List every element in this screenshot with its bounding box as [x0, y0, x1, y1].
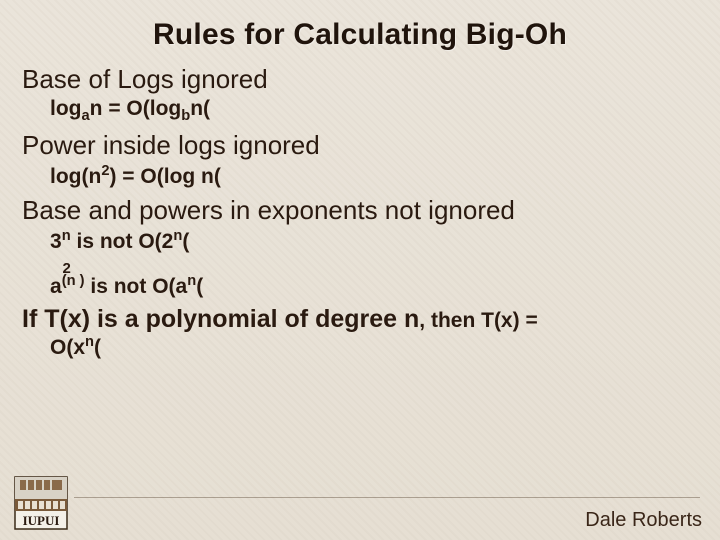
superscript-n: n	[85, 334, 94, 350]
text: (	[182, 230, 189, 253]
rule-heading-1: Base of Logs ignored	[22, 64, 698, 95]
text-tail: , then T(x) =	[419, 309, 537, 332]
rule-heading-3: Base and powers in exponents not ignored	[22, 195, 698, 226]
logo-text: IUPUI	[23, 513, 60, 528]
text: ) = O(log n(	[109, 165, 220, 188]
text: If T(x) is a polynomial of degree n	[22, 305, 419, 333]
text: O(x	[50, 336, 85, 359]
text: n = O(log	[90, 97, 182, 120]
rule-heading-2: Power inside logs ignored	[22, 130, 698, 161]
subscript-a: a	[82, 108, 90, 124]
rule-sub-3b: a(n ) is not O(an(	[50, 273, 698, 299]
rule-heading-4: If T(x) is a polynomial of degree n, the…	[22, 305, 698, 334]
text: is not O(a	[85, 275, 188, 298]
text: (	[196, 275, 203, 298]
footer-author: Dale Roberts	[585, 509, 702, 532]
iupui-logo: IUPUI	[14, 476, 68, 530]
rule-sub-4: O(xn(	[50, 334, 698, 360]
subscript-b: b	[181, 108, 190, 124]
rule-sub-2: log(n2) = O(log n(	[50, 163, 698, 189]
slide: Rules for Calculating Big-Oh Base of Log…	[0, 0, 720, 540]
text: is not O(2	[71, 230, 174, 253]
text: log	[50, 97, 82, 120]
text: (	[94, 336, 101, 359]
slide-title: Rules for Calculating Big-Oh	[22, 18, 698, 52]
superscript-n-paren: (n )	[62, 273, 85, 289]
rule-sub-3a: 3n is not O(2n(	[50, 228, 698, 254]
text: 3	[50, 230, 62, 253]
text: n(	[190, 97, 210, 120]
superscript-n: n	[173, 228, 182, 244]
superscript-n: n	[187, 273, 196, 289]
text: log(n	[50, 165, 101, 188]
rule-sub-1: logan = O(logbn(	[50, 97, 698, 124]
divider-line	[74, 497, 700, 498]
text: a	[50, 275, 62, 298]
superscript-n: n	[62, 228, 71, 244]
